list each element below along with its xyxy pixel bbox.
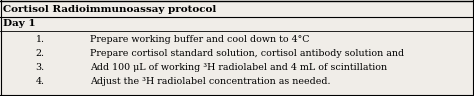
Text: 4.: 4. xyxy=(36,77,45,86)
Text: Prepare cortisol standard solution, cortisol antibody solution and: Prepare cortisol standard solution, cort… xyxy=(90,50,404,58)
Text: 1.: 1. xyxy=(36,36,45,45)
Text: Day 1: Day 1 xyxy=(3,19,36,29)
Text: 3.: 3. xyxy=(36,63,45,72)
Text: Adjust the ³H radiolabel concentration as needed.: Adjust the ³H radiolabel concentration a… xyxy=(90,77,330,86)
Text: Prepare working buffer and cool down to 4°C: Prepare working buffer and cool down to … xyxy=(90,36,310,45)
Text: 2.: 2. xyxy=(36,50,45,58)
Text: Cortisol Radioimmunoassay protocol: Cortisol Radioimmunoassay protocol xyxy=(3,5,216,14)
Text: Add 100 μL of working ³H radiolabel and 4 mL of scintillation: Add 100 μL of working ³H radiolabel and … xyxy=(90,63,387,72)
